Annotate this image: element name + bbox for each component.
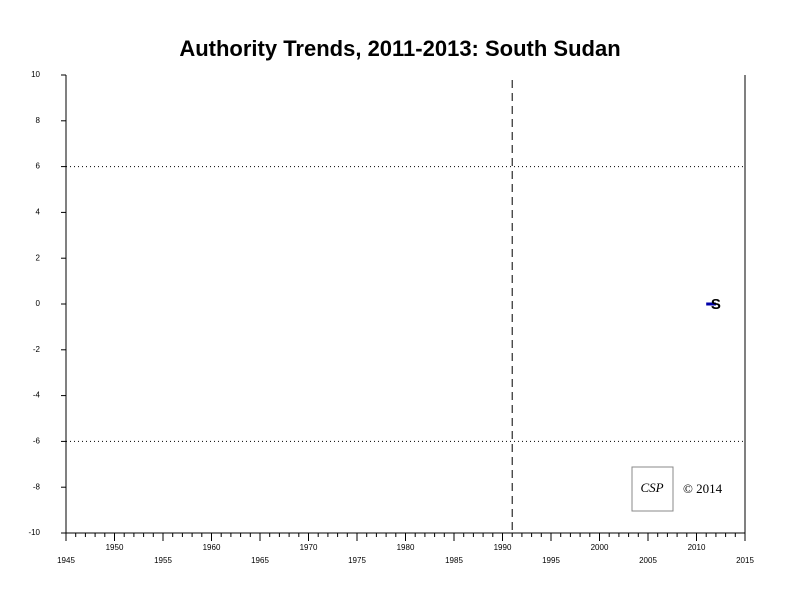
x-tick-label: 1945 [57, 556, 75, 565]
x-tick-label: 1955 [154, 556, 172, 565]
logo: CSP [640, 480, 663, 495]
y-tick-label: -4 [33, 391, 41, 400]
logo-box [631, 466, 674, 512]
y-tick-label: -6 [33, 437, 41, 446]
copyright: © 2014 [683, 481, 723, 496]
x-tick-label: 2010 [688, 543, 706, 552]
x-tick-label: 1980 [397, 543, 415, 552]
y-tick-label: 4 [36, 208, 41, 217]
y-tick-label: 2 [36, 253, 41, 262]
x-tick-label: 1985 [445, 556, 463, 565]
x-tick-label: 1990 [494, 543, 512, 552]
x-tick-label: 2005 [639, 556, 657, 565]
x-tick-label: 1975 [348, 556, 366, 565]
y-tick-label: 6 [36, 162, 41, 171]
x-tick-label: 1960 [203, 543, 221, 552]
y-tick-label: -8 [33, 482, 41, 491]
y-tick-label: -2 [33, 345, 41, 354]
x-tick-label: 2000 [591, 543, 609, 552]
y-tick-label: 10 [31, 70, 40, 79]
y-tick-label: 8 [36, 116, 41, 125]
x-tick-label: 1995 [542, 556, 560, 565]
x-tick-label: 2015 [736, 556, 754, 565]
y-tick-label: -10 [28, 528, 40, 537]
y-tick-label: 0 [36, 299, 41, 308]
x-tick-label: 1970 [300, 543, 318, 552]
x-tick-label: 1950 [106, 543, 124, 552]
chart-title: Authority Trends, 2011-2013: South Sudan [179, 36, 620, 61]
x-tick-label: 1965 [251, 556, 269, 565]
series-marker: S [711, 296, 721, 313]
